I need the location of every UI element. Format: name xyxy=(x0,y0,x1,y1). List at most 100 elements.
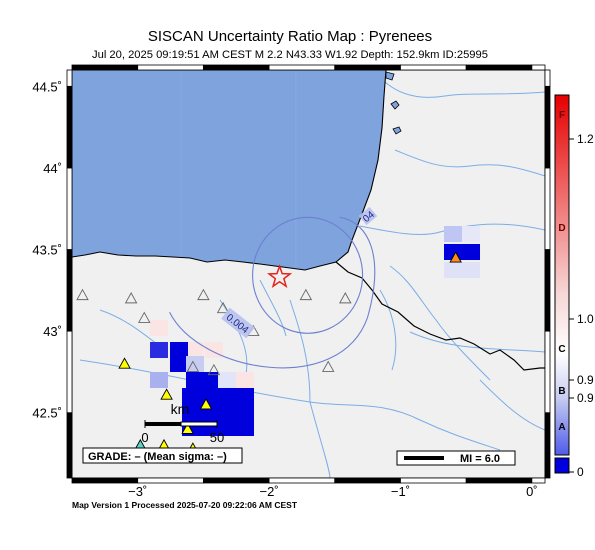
map-title: SISCAN Uncertainty Ratio Map : Pyrenees xyxy=(148,28,432,45)
station-active xyxy=(199,398,213,410)
frame-segment xyxy=(66,412,73,479)
station-inactive xyxy=(137,311,151,323)
grid-cell xyxy=(218,372,236,388)
frame-segment xyxy=(334,477,401,484)
scale-bar-start: 0 xyxy=(141,430,148,445)
grid-cell xyxy=(170,356,188,372)
station-inactive xyxy=(321,360,335,372)
lon-tick-label: −2˚ xyxy=(260,484,279,499)
frame-segment xyxy=(202,477,270,484)
colorbar-value-label: 0 xyxy=(577,465,584,479)
map-frame xyxy=(66,64,551,484)
uncertainty-contours xyxy=(169,216,376,369)
frame-segment xyxy=(66,85,73,169)
grid-cell xyxy=(150,320,168,336)
frame-segment xyxy=(544,249,551,332)
colorbar-value-label: 1.0 xyxy=(577,312,594,326)
grid-cell xyxy=(205,342,223,358)
station-inactive xyxy=(216,301,230,314)
lat-tick-label: 43.5˚ xyxy=(32,243,62,258)
frame-segment xyxy=(544,330,551,414)
mi-label: MI = 6.0 xyxy=(460,453,500,465)
frame-segment xyxy=(465,64,533,71)
island-mid xyxy=(392,126,402,135)
scale-bar: km 0 50 xyxy=(141,401,224,445)
station-orange xyxy=(449,251,462,263)
frame-segment xyxy=(66,69,73,87)
scale-bar-end: 50 xyxy=(210,430,224,445)
grade-box: GRADE: – (Mean sigma: –) xyxy=(82,447,243,464)
colorbar-grade-letter: C xyxy=(558,344,565,355)
station-active xyxy=(181,422,194,434)
station-inactive xyxy=(124,292,138,304)
station-active xyxy=(160,388,173,400)
grid-cell xyxy=(182,404,200,420)
epicenter-star[interactable] xyxy=(267,264,293,288)
colorbar-grade-letter: F xyxy=(559,110,565,121)
colorbar-value-label: 0.9 xyxy=(577,391,594,405)
frame-segment xyxy=(71,64,139,71)
grid-cell xyxy=(236,404,254,420)
grid-cell xyxy=(236,420,254,436)
colorbar-grade-letter: A xyxy=(558,422,565,433)
grid-cell xyxy=(236,388,254,404)
grid-cell xyxy=(462,262,480,278)
frame-segment xyxy=(66,330,73,414)
station-active xyxy=(118,357,131,369)
footer-processed: Map Version 1 Processed 2025-07-20 09:22… xyxy=(72,500,298,510)
grid-cell xyxy=(150,372,168,388)
frame-segment xyxy=(465,477,533,484)
contour-outer xyxy=(169,216,376,369)
grid-cell xyxy=(236,372,254,388)
graticule-lines xyxy=(180,70,297,268)
colorbar-grade-letter: B xyxy=(558,386,565,397)
frame-segment xyxy=(400,64,467,71)
grid-cell xyxy=(182,388,200,404)
frame-segment xyxy=(400,477,467,484)
grid-cell xyxy=(444,226,462,242)
map-panel[interactable]: 0.004 04 km 0 50 GRADE: – (Mean sigma: –… xyxy=(66,64,551,484)
frame-segment xyxy=(66,167,73,250)
color-zero-block xyxy=(554,457,570,474)
grid-cell xyxy=(218,404,236,420)
color-scale-bar: F D C B A 1.2 1.0 0.9 0.9 0 xyxy=(554,94,594,479)
lat-tick-label: 44.5˚ xyxy=(32,79,62,94)
frame-segment xyxy=(268,64,336,71)
station-inactive xyxy=(207,363,221,376)
grid-cell xyxy=(186,372,204,388)
bay-of-biscay-sea xyxy=(72,70,386,270)
frame-segment xyxy=(66,249,73,332)
lat-tick-label: 42.5˚ xyxy=(32,406,62,421)
scale-bar-unit: km xyxy=(171,401,190,417)
lon-tick-label: −3˚ xyxy=(128,484,147,499)
station-inactive xyxy=(197,288,210,301)
frame-segment xyxy=(137,64,204,71)
colorbar-value-label: 0.9 xyxy=(577,373,594,387)
coastline xyxy=(72,70,387,271)
frame-segment xyxy=(334,64,401,71)
color-gradient xyxy=(554,94,570,456)
station-inactive xyxy=(76,288,89,301)
mi-box: MI = 6.0 xyxy=(396,450,516,466)
frame-segment xyxy=(137,477,204,484)
colorbar-value-label: 1.2 xyxy=(577,132,594,146)
grid-cell xyxy=(186,356,204,372)
lon-tick-label: 0˚ xyxy=(526,484,538,499)
epicenter-marker[interactable] xyxy=(267,264,293,288)
frame-segment xyxy=(544,412,551,479)
grid-cell xyxy=(200,388,218,404)
lat-tick-label: 44˚ xyxy=(43,161,62,176)
contour-inner xyxy=(252,216,364,334)
grid-cell xyxy=(218,420,236,436)
frame-segment xyxy=(544,167,551,250)
grid-cell xyxy=(462,226,480,242)
frame-segment xyxy=(71,477,139,484)
frame-segment xyxy=(544,69,551,87)
uncertainty-grid xyxy=(150,226,480,436)
grid-cell xyxy=(462,244,480,260)
grid-cell xyxy=(170,342,188,358)
frame-segment xyxy=(544,85,551,169)
frame-segment xyxy=(268,477,336,484)
frame-segment xyxy=(202,64,270,71)
